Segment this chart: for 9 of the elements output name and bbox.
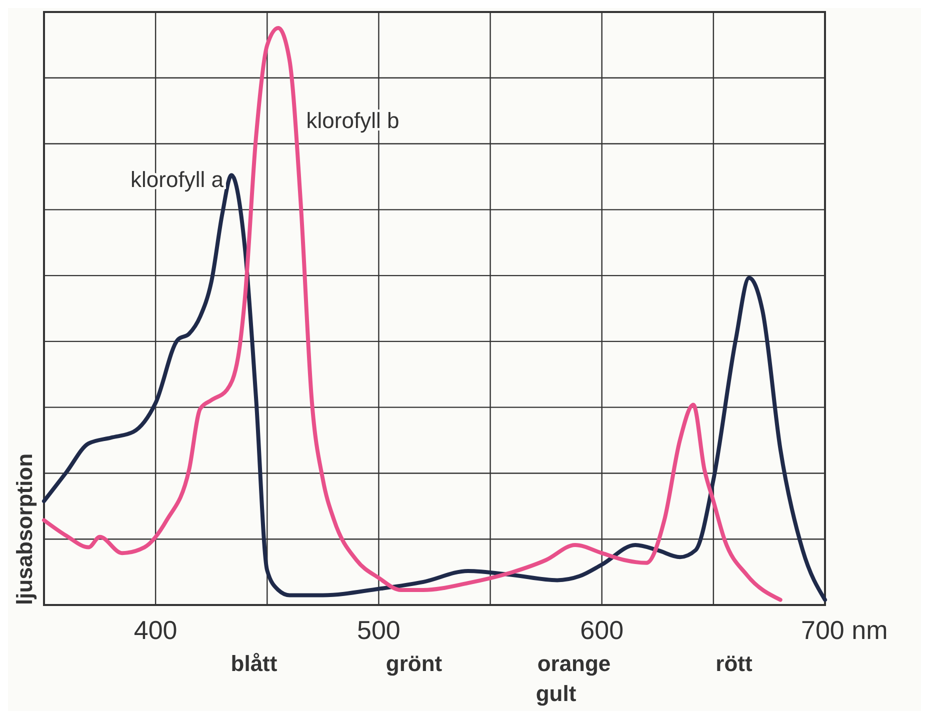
text: grönt [386, 651, 443, 676]
text: blått [230, 651, 278, 676]
text: orange gult [536, 651, 611, 706]
y-axis-title: ljusabsorption [12, 453, 37, 605]
x-tick-label: 700 nm [801, 615, 888, 645]
x-tick-label: 400 [134, 615, 178, 645]
x-tick-label: 600 [580, 615, 624, 645]
x-tick-label: 500 [357, 615, 400, 645]
text: rött [716, 651, 753, 676]
